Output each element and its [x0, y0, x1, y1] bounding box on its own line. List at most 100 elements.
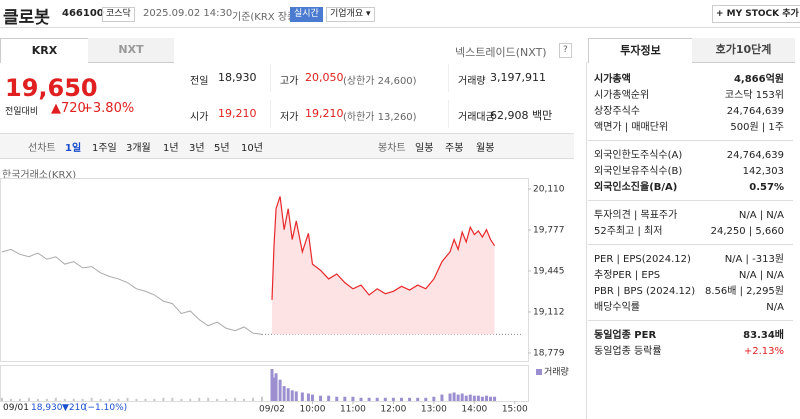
stat-separator [270, 100, 271, 128]
volume-legend [536, 369, 542, 375]
x-tick-label: 14:00 [461, 405, 487, 415]
period-tab[interactable]: 5년 [214, 143, 230, 154]
volume-frame [0, 365, 529, 402]
volume-bar [18, 398, 21, 401]
x-tick-label: 10:00 [299, 405, 325, 415]
volume-bar [472, 395, 476, 401]
stat-label: 저가 [280, 112, 299, 123]
volume-bar [189, 398, 192, 401]
volume-bar [278, 379, 282, 401]
period-tab[interactable]: 일봉 [415, 143, 434, 154]
footer-date: 09/01 [3, 403, 29, 413]
volume-bar [391, 397, 395, 401]
info-value: 142,303 [742, 166, 784, 177]
stat-value: 20,050 [305, 71, 344, 84]
divider [0, 27, 800, 28]
change-label: 전일대비 [5, 107, 39, 117]
info-value: +2.13% [743, 346, 784, 357]
period-tab[interactable]: 10년 [241, 143, 263, 154]
info-row: 동일업종 등락률 +2.13% [594, 344, 784, 360]
prev-day-line [1, 248, 263, 335]
y-tick-label: 19,777 [533, 226, 565, 236]
y-tick-label: 19,445 [533, 266, 565, 276]
volume-bar [452, 392, 456, 401]
tab-orderbook[interactable]: 호가10단계 [692, 38, 795, 63]
group-divider [588, 320, 793, 321]
volume-bar [480, 396, 484, 401]
volume-bar [207, 397, 210, 401]
volume-bar [343, 396, 347, 401]
volume-bar [27, 397, 30, 401]
stat-separator [448, 100, 449, 128]
period-tab[interactable]: 1일 [65, 143, 82, 154]
stat-label: 전일 [190, 76, 209, 87]
volume-bar [432, 396, 436, 401]
info-row: PER | EPS(2024.12) N/A | -313원 [594, 252, 784, 268]
tab-invest[interactable]: 투자정보 [588, 38, 693, 63]
tab-krx[interactable]: KRX [0, 38, 89, 63]
volume-bar [440, 394, 444, 401]
period-label: 선차트 [28, 143, 56, 154]
info-label: 외국인보유주식수(B) [594, 166, 683, 177]
info-row: 투자의견 | 목표주가 N/A | N/A [594, 208, 784, 224]
mystock-button[interactable]: + MY STOCK 추가 [712, 5, 800, 23]
info-label: 외국인소진율(B/A) [594, 182, 678, 193]
footer-rate: (−1.10%) [84, 403, 128, 413]
volume-bar [408, 397, 412, 401]
period-tab[interactable]: 3년 [189, 143, 205, 154]
volume-bar [476, 395, 480, 401]
period-tab[interactable]: 월봉 [476, 143, 495, 154]
stock-name: 클로봇 [3, 8, 50, 28]
y-tick-label: 18,779 [533, 349, 565, 359]
company-button[interactable]: 기업개요 ▾ [326, 7, 375, 22]
help-icon[interactable]: ? [559, 43, 572, 58]
volume-bar [153, 398, 156, 401]
volume-bar [327, 395, 331, 401]
volume-bar [171, 397, 174, 401]
chart-source: 한국거래소(KRX) [2, 170, 77, 181]
panel-border [586, 62, 587, 419]
info-label: 액면가 | 매매단위 [594, 122, 669, 133]
group-divider [588, 200, 793, 201]
volume-bar [243, 398, 246, 401]
volume-bar [468, 394, 472, 401]
volume-bar [456, 394, 460, 401]
volume-bar [290, 390, 294, 401]
info-label: 시가총액순위 [594, 90, 650, 101]
info-row: 시가총액순위 코스닥 153위 [594, 88, 784, 104]
info-label: 52주최고 | 최저 [594, 226, 663, 237]
info-value: 24,764,639 [726, 106, 784, 117]
stat-value: 19,210 [305, 107, 344, 120]
volume-bar [310, 394, 314, 401]
info-row: 동일업종 PER 83.34배 [594, 328, 784, 344]
period-bar [0, 133, 574, 159]
info-value: N/A [766, 302, 784, 313]
nxt-link[interactable]: 넥스트레이드(NXT) [455, 46, 547, 59]
info-label: 시가총액 [594, 74, 631, 85]
period-tab[interactable]: 주봉 [445, 143, 464, 154]
volume-bar [1, 397, 3, 401]
tab-nxt[interactable]: NXT [88, 38, 174, 63]
period-tab[interactable]: 3개월 [126, 143, 151, 154]
volume-bar [335, 396, 339, 401]
volume-bar [319, 395, 323, 401]
volume-bar [234, 397, 237, 401]
volume-bar [272, 377, 276, 401]
footer-price: 18,930 [31, 403, 63, 413]
info-value: 4,866억원 [733, 74, 784, 85]
today-area [272, 196, 495, 335]
period-tab[interactable]: 1년 [163, 143, 179, 154]
volume-bar [99, 398, 102, 401]
volume-bar [54, 397, 57, 401]
period-tab[interactable]: 1주일 [92, 143, 117, 154]
info-value: N/A | -313원 [724, 254, 784, 265]
volume-bar [464, 395, 468, 401]
info-value: 0.57% [749, 182, 784, 193]
info-label: 배당수익률 [594, 302, 640, 313]
volume-bar [294, 391, 298, 401]
x-tick-label: 11:00 [340, 405, 366, 415]
today-line [271, 196, 496, 300]
volume-bar [359, 397, 363, 401]
period-label: 봉차트 [378, 143, 406, 154]
info-row: 외국인한도주식수(A) 24,764,639 [594, 148, 784, 164]
